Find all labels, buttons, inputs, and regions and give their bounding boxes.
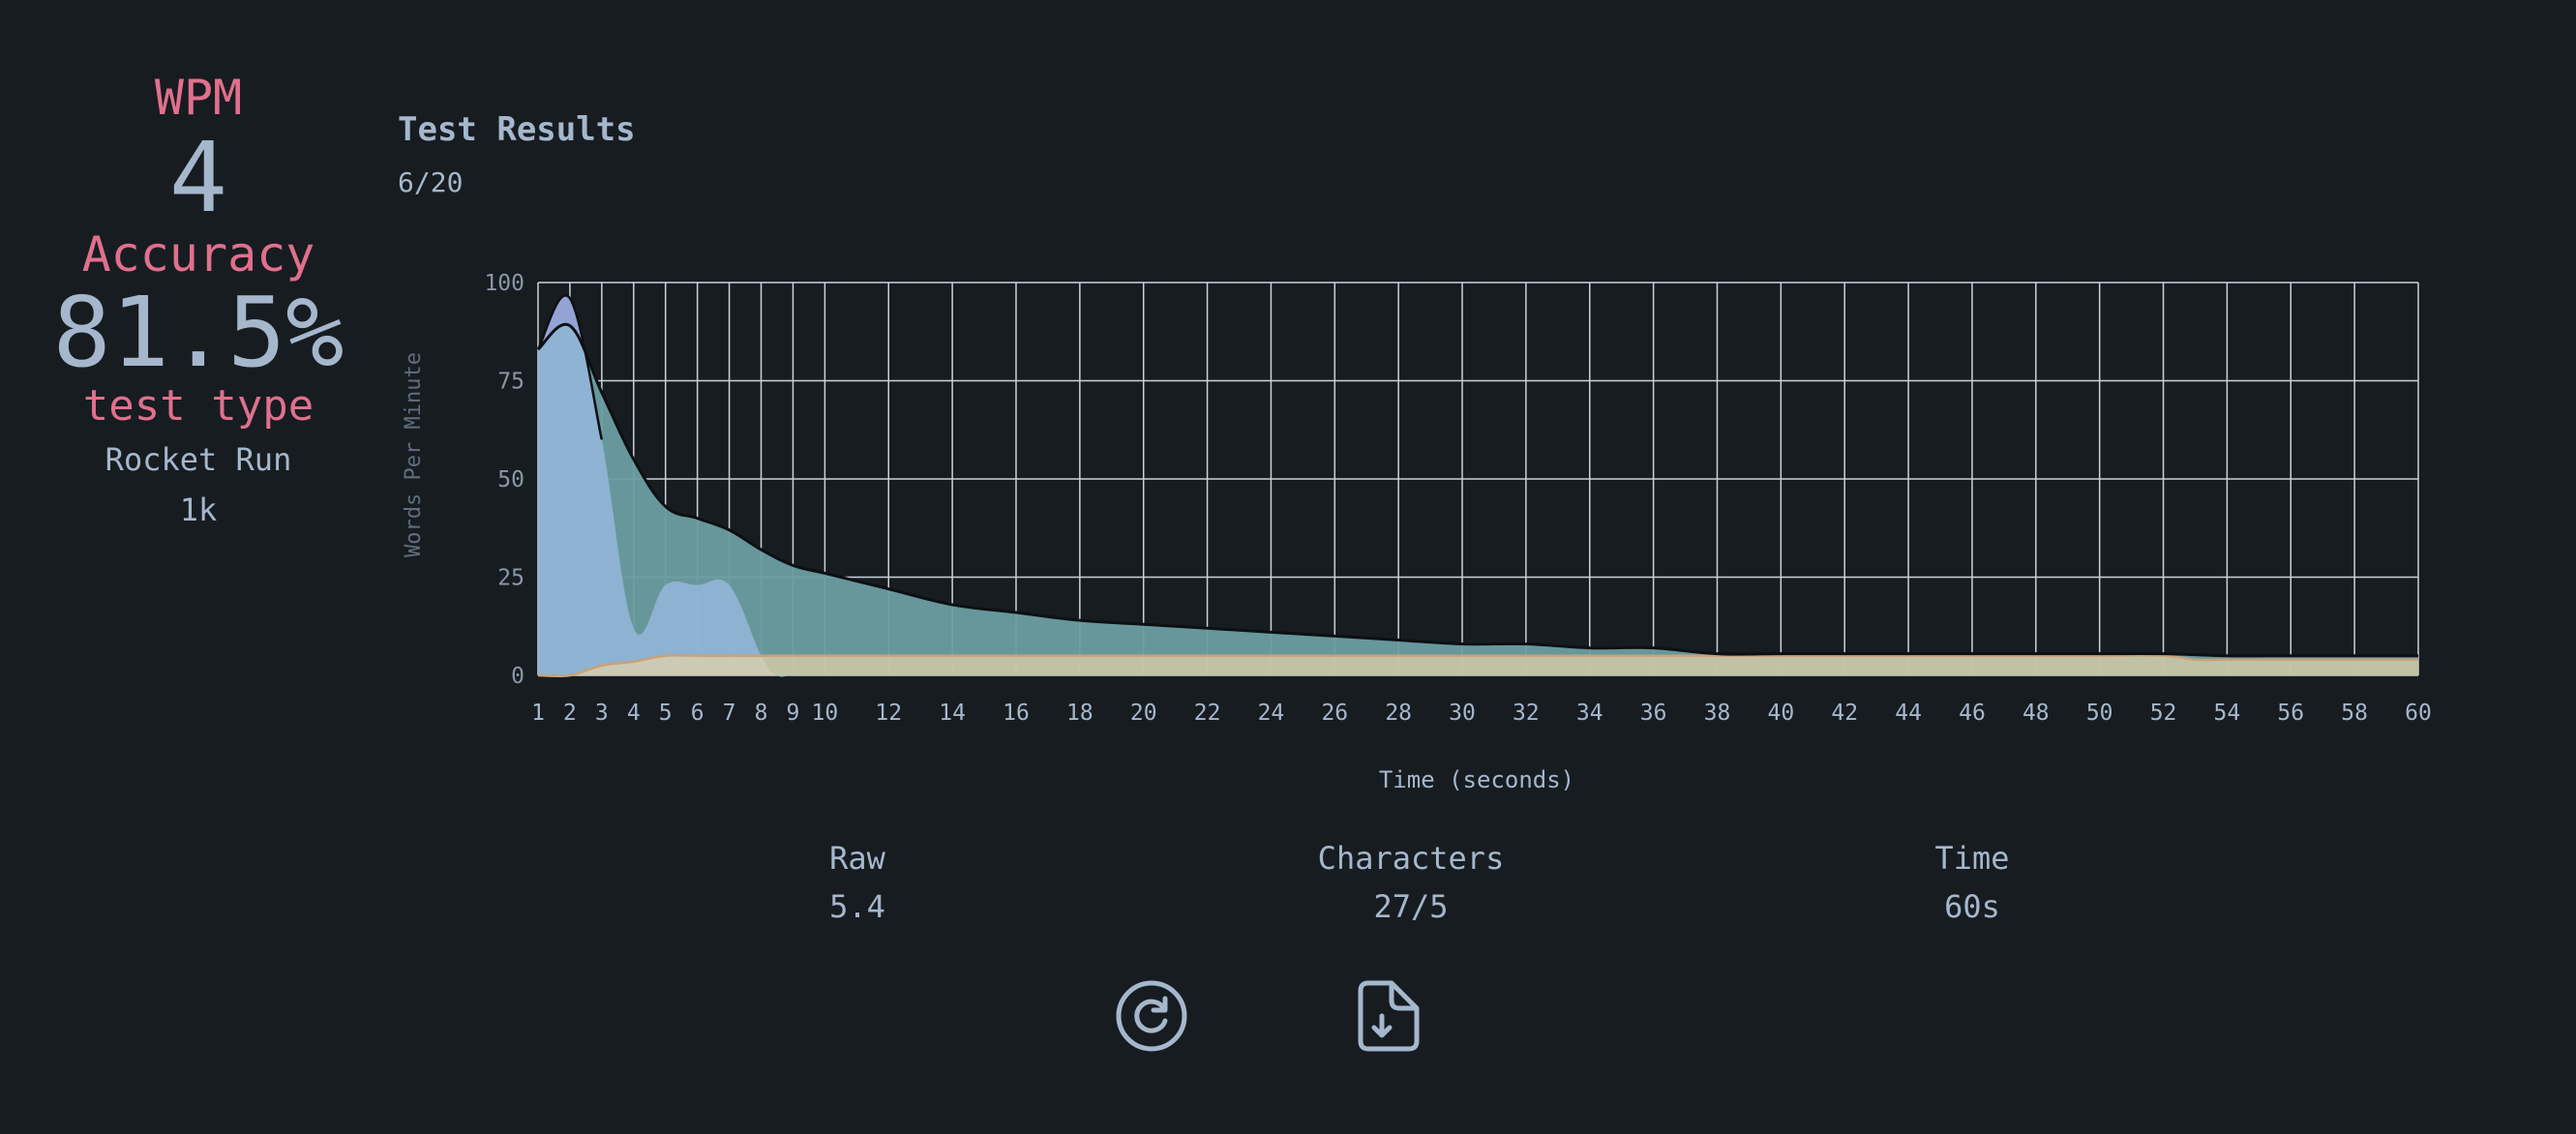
wpm-line bbox=[536, 322, 2418, 658]
x-tick-label: 60 bbox=[2405, 701, 2432, 726]
raw-peak-line bbox=[536, 294, 604, 440]
x-tick-label: 24 bbox=[1258, 701, 1285, 726]
x-tick-label: 44 bbox=[1895, 701, 1922, 726]
x-tick-label: 32 bbox=[1513, 701, 1540, 726]
x-axis-label: Time (seconds) bbox=[1379, 766, 1574, 793]
x-tick-label: 22 bbox=[1194, 701, 1221, 726]
x-tick-label: 10 bbox=[812, 701, 839, 726]
x-tick-label: 9 bbox=[787, 701, 800, 726]
chart-areas bbox=[536, 294, 2419, 678]
x-tick-label: 18 bbox=[1066, 701, 1093, 726]
x-tick-label: 8 bbox=[755, 701, 768, 726]
x-tick-label: 6 bbox=[691, 701, 704, 726]
test-type-label: test type bbox=[82, 381, 315, 431]
raw-area bbox=[538, 295, 2418, 677]
x-tick-label: 30 bbox=[1449, 701, 1476, 726]
x-tick-label: 7 bbox=[723, 701, 736, 726]
summary-panel: WPM 4 Accuracy 81.5% test type Rocket Ru… bbox=[0, 68, 397, 528]
x-tick-label: 40 bbox=[1768, 701, 1795, 726]
x-tick-label: 3 bbox=[595, 701, 609, 726]
x-tick-label: 14 bbox=[939, 701, 966, 726]
x-tick-label: 2 bbox=[563, 701, 577, 726]
characters-value: 27/5 bbox=[1373, 888, 1449, 925]
save-results-button[interactable] bbox=[1345, 977, 1423, 1055]
test-type-name: Rocket Run bbox=[105, 441, 292, 478]
characters-stat: Characters 27/5 bbox=[1318, 840, 1505, 925]
save-file-icon bbox=[1358, 980, 1420, 1052]
results-header: Test Results 6/20 bbox=[398, 110, 636, 198]
characters-label: Characters bbox=[1317, 840, 1505, 877]
wpm-value: 4 bbox=[168, 121, 228, 234]
y-tick-label: 0 bbox=[511, 664, 524, 689]
y-tick-label: 50 bbox=[497, 467, 524, 492]
x-tick-label: 46 bbox=[1959, 701, 1986, 726]
x-tick-label: 52 bbox=[2150, 701, 2177, 726]
x-tick-label: 1 bbox=[531, 701, 545, 726]
x-tick-label: 58 bbox=[2341, 701, 2368, 726]
y-axis-label: Words Per Minute bbox=[402, 352, 426, 557]
accuracy-value: 81.5% bbox=[52, 276, 344, 389]
accuracy-label: Accuracy bbox=[81, 226, 315, 283]
time-value: 60s bbox=[1944, 888, 2000, 925]
errors-area bbox=[538, 655, 2418, 676]
x-tick-label: 48 bbox=[2022, 701, 2050, 726]
x-tick-label: 28 bbox=[1385, 701, 1412, 726]
x-tick-label: 4 bbox=[627, 701, 641, 726]
wpm-label: WPM bbox=[154, 70, 243, 126]
x-tick-label: 34 bbox=[1576, 701, 1603, 726]
y-tick-label: 25 bbox=[497, 566, 524, 591]
errors-line bbox=[537, 653, 2419, 678]
test-type-variant: 1k bbox=[179, 492, 218, 528]
x-tick-label: 56 bbox=[2277, 701, 2304, 726]
wpm-area bbox=[538, 324, 2418, 675]
y-tick-label: 75 bbox=[497, 370, 524, 395]
x-tick-label: 5 bbox=[659, 701, 673, 726]
x-tick-label: 12 bbox=[875, 701, 902, 726]
results-title: Test Results bbox=[398, 110, 636, 149]
x-tick-label: 36 bbox=[1640, 701, 1667, 726]
y-tick-label: 100 bbox=[484, 271, 524, 296]
restart-button[interactable] bbox=[1113, 977, 1190, 1055]
x-tick-label: 42 bbox=[1831, 701, 1858, 726]
x-tick-label: 50 bbox=[2086, 701, 2113, 726]
raw-stat: Raw 5.4 bbox=[829, 840, 885, 925]
raw-value: 5.4 bbox=[829, 888, 885, 925]
x-tick-label: 16 bbox=[1003, 701, 1030, 726]
time-stat: Time 60s bbox=[1934, 840, 2009, 925]
x-tick-label: 38 bbox=[1704, 701, 1731, 726]
x-tick-label: 20 bbox=[1130, 701, 1157, 726]
x-tick-label: 54 bbox=[2214, 701, 2241, 726]
raw-label: Raw bbox=[829, 840, 885, 877]
time-label: Time bbox=[1934, 840, 2010, 877]
results-count: 6/20 bbox=[398, 166, 464, 198]
x-tick-label: 26 bbox=[1321, 701, 1348, 726]
restart-icon bbox=[1116, 980, 1187, 1052]
